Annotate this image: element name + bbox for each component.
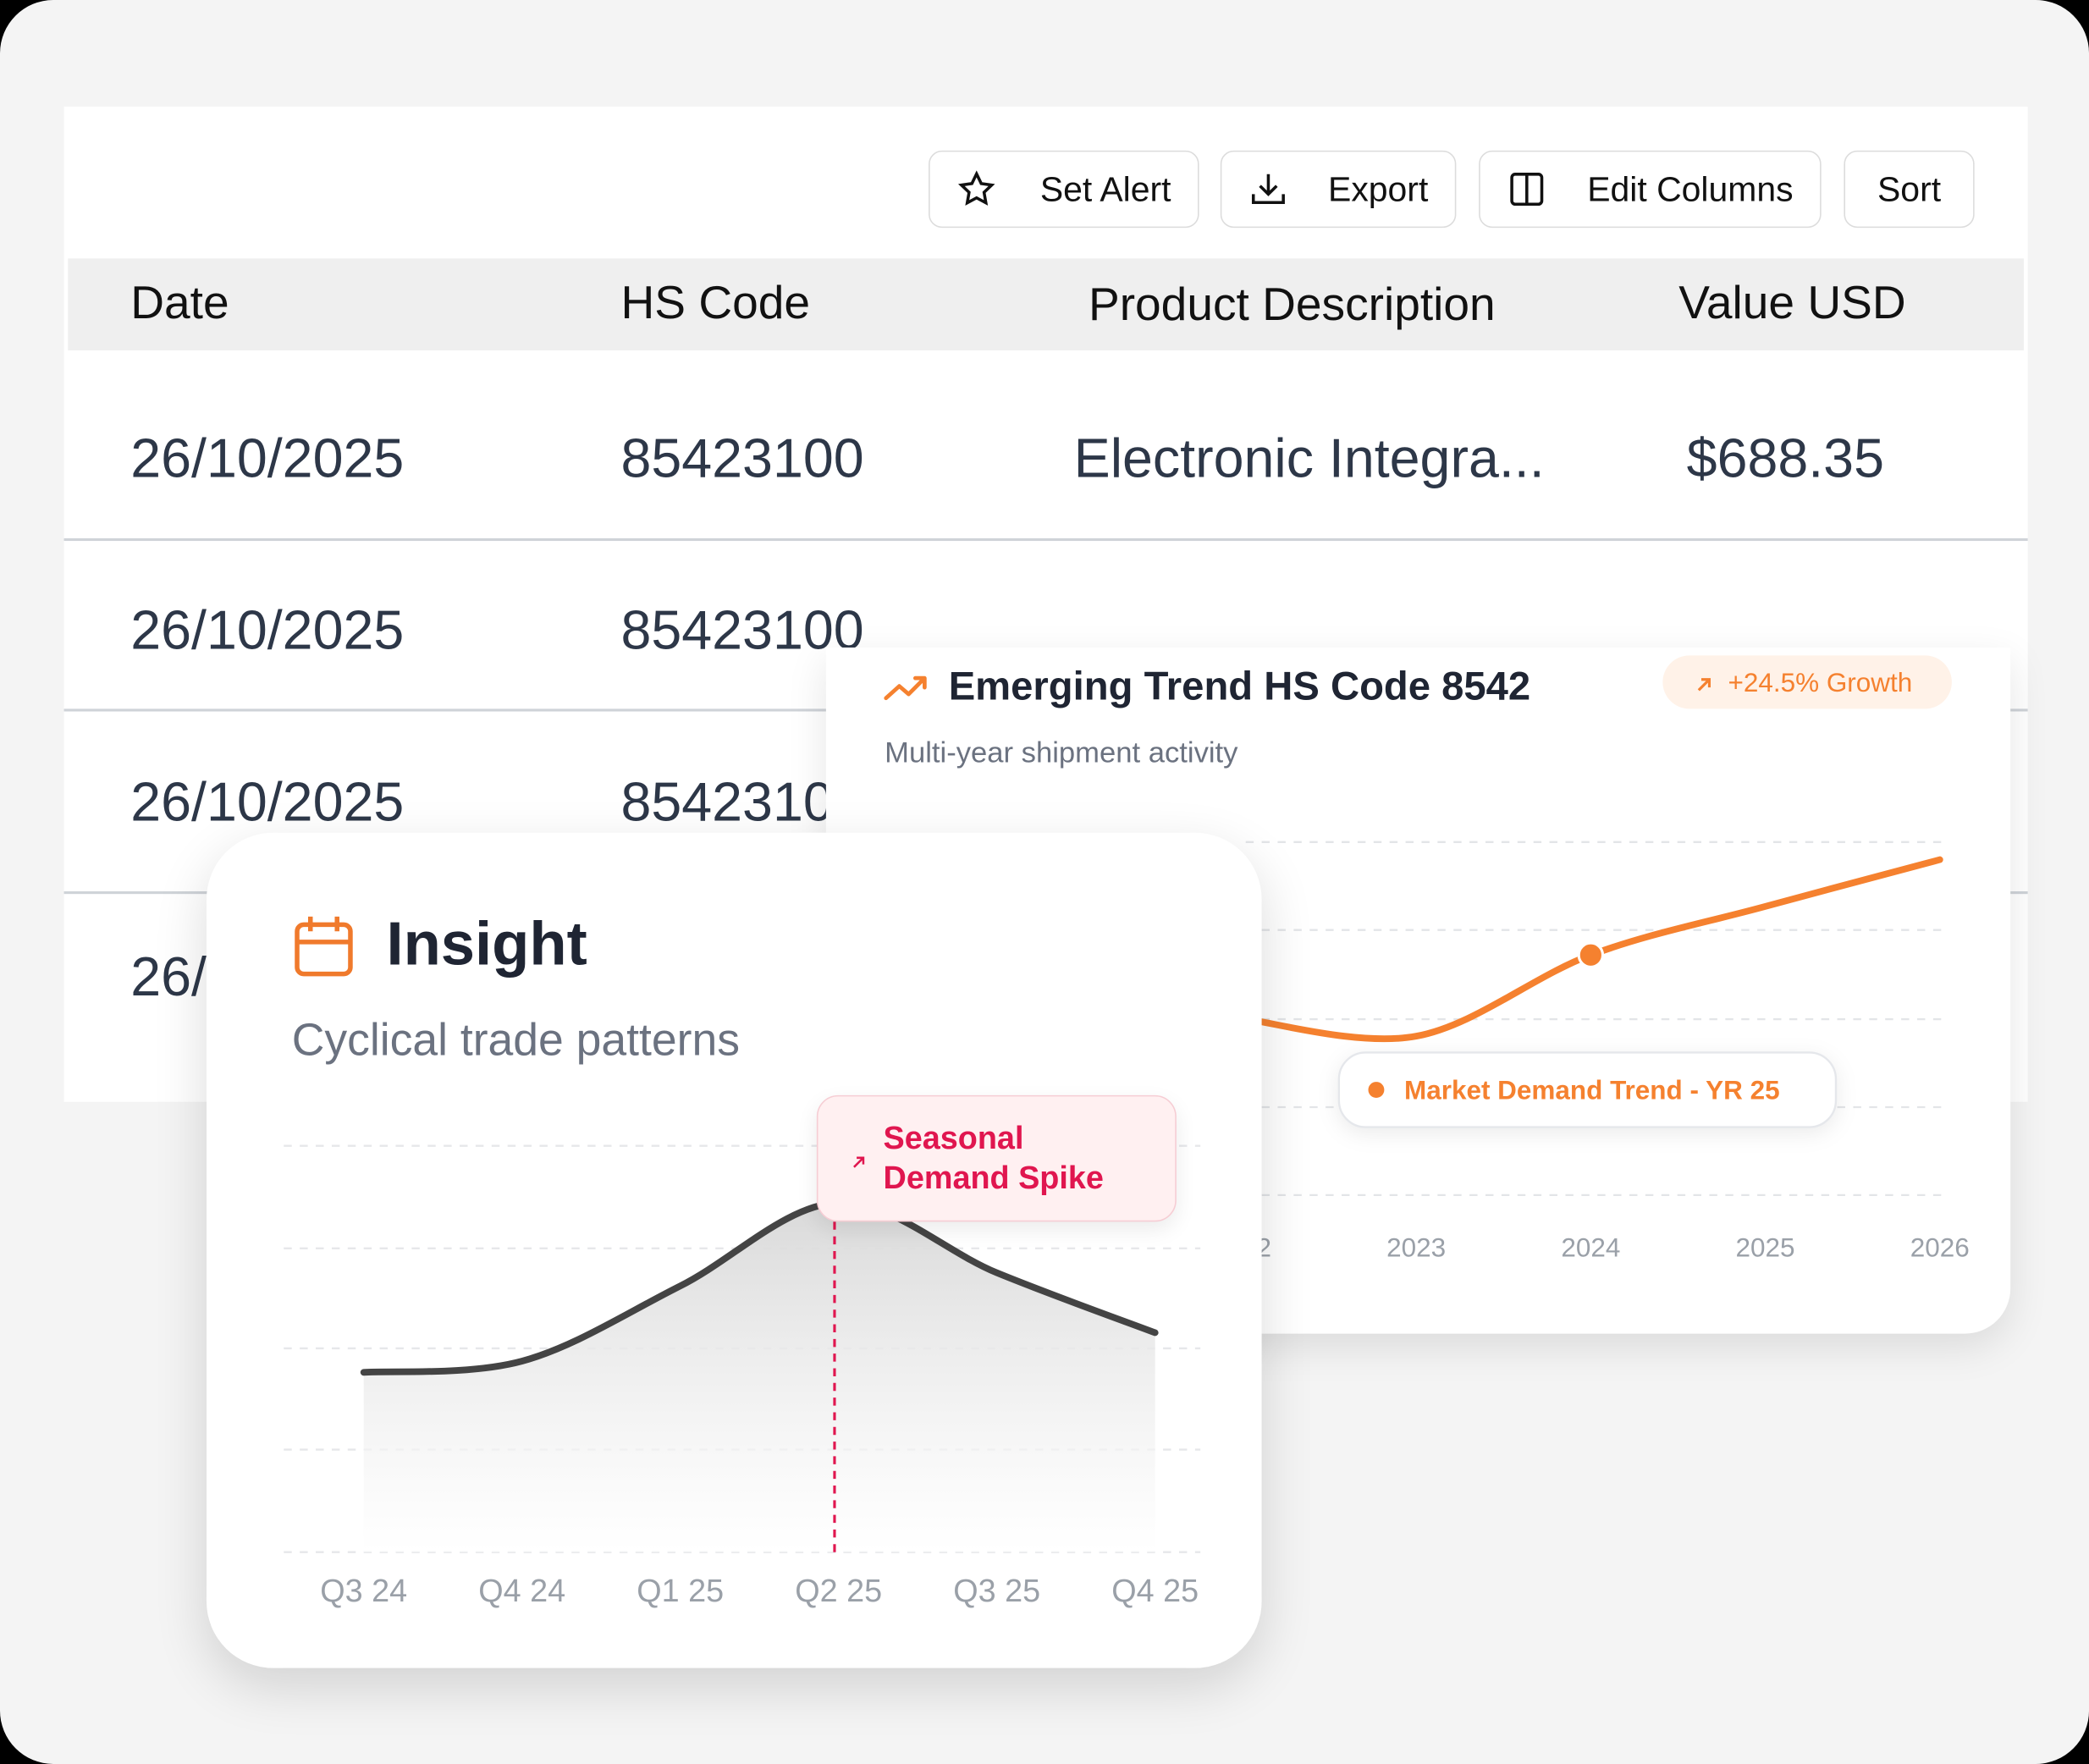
x-tick-label: 2025 (1736, 1232, 1795, 1262)
cell: Electronic Integra... (1073, 427, 1545, 489)
tooltip-box (1337, 1051, 1838, 1128)
cell: 85423100 (620, 599, 864, 661)
x-tick-label: Q1 25 (637, 1574, 724, 1609)
annotation-arrow (853, 1156, 865, 1168)
column-header: Date (130, 277, 229, 329)
x-tick-label: Q2 25 (795, 1574, 882, 1609)
cell: 85423100 (620, 771, 864, 833)
x-tick-label: 2024 (1561, 1232, 1620, 1262)
card-subtitle: Multi-year shipment activity (885, 736, 1238, 769)
download-icon (1251, 174, 1285, 205)
column-header: Value USD (1678, 277, 1906, 329)
x-tick-label: 2026 (1910, 1232, 1970, 1262)
card-subtitle: Cyclical trade patterns (292, 1016, 740, 1066)
button-label: Sort (1877, 168, 1942, 209)
area-line (360, 1199, 1159, 1376)
edit-columns-button[interactable]: Edit Columns (1479, 150, 1822, 229)
x-tick-label: Q4 24 (478, 1574, 565, 1609)
star-icon (957, 170, 995, 206)
insight-chart: Insight Cyclical trade patterns Q3 24 Q4 … (284, 910, 1201, 1609)
set-alert-button[interactable]: Set Alert (929, 150, 1199, 229)
x-tick-label: 2023 (1386, 1232, 1446, 1262)
area-fill (363, 1202, 1155, 1552)
sort-button[interactable]: Sort (1844, 150, 1975, 229)
calendar-icon (295, 916, 353, 977)
trend-icon (884, 675, 927, 701)
button-label: Set Alert (1039, 168, 1171, 209)
x-tick-label: Q3 25 (953, 1574, 1040, 1609)
grid (1245, 841, 1943, 1197)
column-header: Product Description (1088, 278, 1496, 331)
card-title: Emerging Trend HS Code 8542 (949, 664, 1531, 708)
x-tick-label: Q3 24 (320, 1574, 407, 1609)
badge-arrow (1697, 678, 1711, 692)
tooltip-text: Market Demand Trend - YR 25 (1404, 1076, 1780, 1105)
columns-icon (1510, 173, 1544, 206)
cell: 85423100 (620, 427, 864, 489)
highlight-point (1577, 941, 1605, 968)
column-header: HS Code (620, 277, 811, 329)
table-header (68, 258, 2024, 350)
annotation-text: Seasonal Demand Spike (883, 1120, 1104, 1197)
cell: 26/10/2025 (130, 771, 405, 833)
cell: 26/10/2025 (130, 427, 405, 489)
cell: 26/10/2025 (130, 599, 405, 661)
export-button[interactable]: Export (1220, 150, 1457, 229)
tooltip-dot (1368, 1082, 1385, 1098)
badge-text: +24.5% Growth (1728, 668, 1912, 697)
card-title: Insight (386, 910, 587, 978)
x-tick-label: Q4 25 (1111, 1574, 1199, 1609)
button-label: Export (1328, 168, 1429, 209)
annotation-box: Seasonal Demand Spike (816, 1094, 1177, 1222)
button-label: Edit Columns (1587, 168, 1794, 209)
cell: $688.35 (1686, 427, 1884, 489)
row-divider (63, 537, 2028, 541)
growth-badge (1662, 655, 1952, 709)
